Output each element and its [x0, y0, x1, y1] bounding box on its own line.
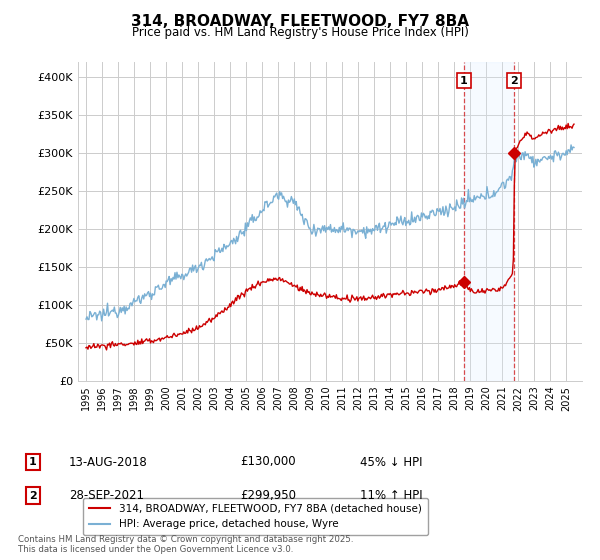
Text: 1: 1 [460, 76, 468, 86]
Bar [464, 62, 514, 381]
Text: £299,950: £299,950 [240, 489, 296, 502]
Text: 2: 2 [29, 491, 37, 501]
Text: 1: 1 [29, 457, 37, 467]
Text: Contains HM Land Registry data © Crown copyright and database right 2025.
This d: Contains HM Land Registry data © Crown c… [18, 535, 353, 554]
Text: 314, BROADWAY, FLEETWOOD, FY7 8BA: 314, BROADWAY, FLEETWOOD, FY7 8BA [131, 14, 469, 29]
Text: 28-SEP-2021: 28-SEP-2021 [69, 489, 144, 502]
Text: 2: 2 [510, 76, 518, 86]
Legend: 314, BROADWAY, FLEETWOOD, FY7 8BA (detached house), HPI: Average price, detached: 314, BROADWAY, FLEETWOOD, FY7 8BA (detac… [83, 498, 428, 535]
Text: 45% ↓ HPI: 45% ↓ HPI [360, 455, 422, 469]
Text: Price paid vs. HM Land Registry's House Price Index (HPI): Price paid vs. HM Land Registry's House … [131, 26, 469, 39]
Text: 11% ↑ HPI: 11% ↑ HPI [360, 489, 422, 502]
Text: £130,000: £130,000 [240, 455, 296, 469]
Text: 13-AUG-2018: 13-AUG-2018 [69, 455, 148, 469]
